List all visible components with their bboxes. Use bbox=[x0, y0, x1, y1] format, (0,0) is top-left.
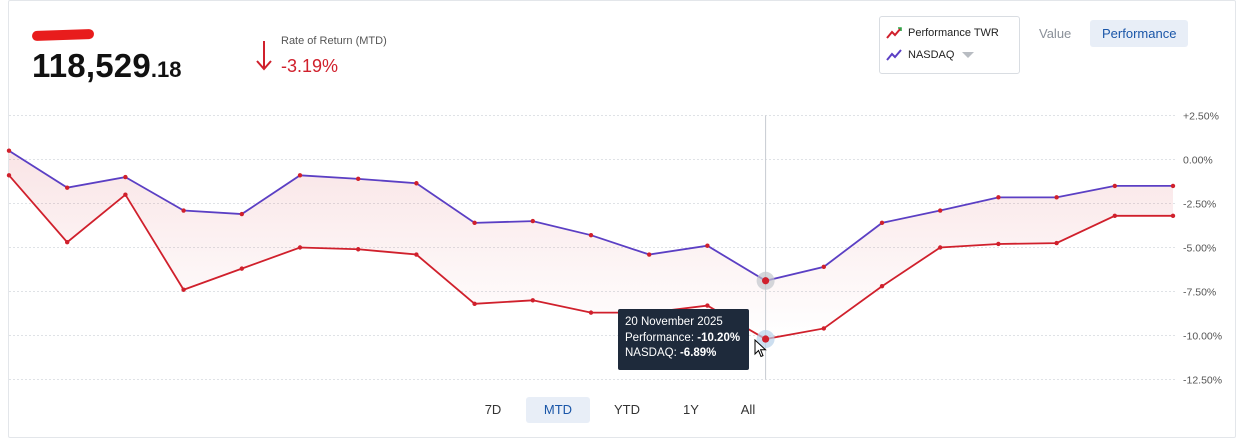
data-point bbox=[297, 245, 303, 250]
period-ytd-button[interactable]: YTD bbox=[614, 402, 640, 417]
data-point bbox=[1170, 183, 1176, 189]
data-point bbox=[705, 303, 710, 308]
line-trend-icon bbox=[886, 49, 902, 61]
y-tick-label: -2.50% bbox=[1183, 199, 1216, 211]
data-point bbox=[239, 211, 244, 217]
chart-legend: Performance TWR NASDAQ bbox=[879, 16, 1020, 74]
data-point bbox=[239, 266, 244, 271]
data-point bbox=[530, 298, 535, 303]
period-selector: 7D MTD YTD 1Y All bbox=[0, 397, 1242, 423]
data-point bbox=[1170, 213, 1176, 219]
account-balance: 118,529.18 bbox=[32, 47, 181, 85]
period-all-button[interactable]: All bbox=[740, 402, 756, 417]
data-point bbox=[879, 284, 885, 289]
data-point bbox=[181, 208, 186, 213]
data-point bbox=[1112, 213, 1118, 219]
y-tick-label: -5.00% bbox=[1183, 243, 1216, 255]
period-mtd-button[interactable]: MTD bbox=[526, 397, 590, 423]
data-point bbox=[821, 326, 826, 331]
data-point bbox=[6, 148, 12, 153]
data-point bbox=[472, 301, 477, 307]
data-point bbox=[705, 243, 710, 248]
period-1y-button[interactable]: 1Y bbox=[683, 402, 699, 417]
data-point bbox=[938, 208, 943, 213]
data-point bbox=[356, 247, 361, 252]
y-tick-label: +2.50% bbox=[1183, 111, 1219, 123]
data-point bbox=[647, 252, 652, 257]
y-tick-label: -7.50% bbox=[1183, 287, 1216, 299]
rate-of-return-value: -3.19% bbox=[281, 56, 339, 76]
tooltip-performance-row: Performance: -10.20% bbox=[625, 331, 749, 347]
legend-label-nasdaq: NASDAQ bbox=[908, 49, 955, 61]
y-tick-label: 0.00% bbox=[1183, 155, 1213, 167]
data-point bbox=[472, 220, 477, 226]
tooltip-nasdaq-label: NASDAQ: bbox=[625, 347, 677, 359]
data-point bbox=[996, 195, 1001, 200]
period-7d-button[interactable]: 7D bbox=[484, 402, 502, 417]
data-point bbox=[65, 240, 70, 245]
legend-label-performance: Performance TWR bbox=[908, 27, 999, 39]
mouse-cursor-icon bbox=[754, 339, 767, 358]
data-point bbox=[123, 192, 128, 197]
balance-minor: .18 bbox=[150, 57, 182, 82]
toggle-value-button[interactable]: Value bbox=[1039, 26, 1072, 41]
data-point bbox=[356, 176, 361, 182]
data-point bbox=[588, 232, 594, 238]
data-point bbox=[762, 335, 770, 343]
data-point bbox=[879, 220, 885, 226]
tooltip-date: 20 November 2025 bbox=[625, 316, 723, 328]
performance-area-fill bbox=[9, 150, 1173, 340]
data-point bbox=[1054, 240, 1059, 246]
tooltip-nasdaq-row: NASDAQ: -6.89% bbox=[625, 346, 749, 362]
data-point bbox=[65, 185, 70, 190]
data-point bbox=[414, 181, 419, 186]
data-point bbox=[996, 241, 1001, 247]
data-point bbox=[1112, 183, 1118, 189]
legend-item-nasdaq[interactable]: NASDAQ bbox=[886, 48, 975, 62]
tooltip-nasdaq-value: -6.89% bbox=[679, 347, 717, 359]
data-point bbox=[123, 174, 128, 180]
data-point bbox=[588, 310, 594, 315]
rate-of-return-label: Rate of Return (MTD) bbox=[281, 35, 387, 47]
y-tick-label: -10.00% bbox=[1183, 331, 1222, 343]
y-tick-label: -12.50% bbox=[1183, 375, 1222, 387]
balance-major: 118,529 bbox=[32, 47, 151, 84]
data-point bbox=[297, 173, 303, 178]
data-point bbox=[181, 287, 186, 292]
data-point bbox=[6, 173, 12, 178]
chevron-down-icon[interactable] bbox=[962, 52, 975, 58]
line-trend-icon bbox=[886, 27, 902, 39]
toggle-performance-button[interactable]: Performance bbox=[1090, 20, 1189, 47]
chart-tooltip: 20 November 2025 Performance: -10.20% NA… bbox=[618, 309, 749, 370]
tooltip-performance-value: -10.20% bbox=[697, 331, 741, 344]
data-point bbox=[762, 277, 770, 285]
data-point bbox=[821, 264, 826, 270]
data-point bbox=[938, 245, 943, 250]
data-point bbox=[530, 218, 535, 224]
tooltip-performance-label: Performance: bbox=[625, 331, 695, 344]
arrow-down-icon bbox=[256, 41, 272, 71]
legend-item-performance[interactable]: Performance TWR bbox=[886, 26, 999, 40]
data-point bbox=[414, 252, 419, 257]
data-point bbox=[1054, 195, 1059, 200]
